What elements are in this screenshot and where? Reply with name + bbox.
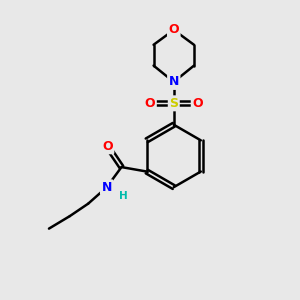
Text: S: S	[169, 97, 178, 110]
Text: N: N	[169, 75, 179, 88]
Text: O: O	[169, 23, 179, 36]
Text: O: O	[145, 97, 155, 110]
Text: N: N	[101, 181, 112, 194]
Text: H: H	[118, 191, 127, 201]
Text: O: O	[192, 97, 203, 110]
Text: O: O	[102, 140, 113, 153]
